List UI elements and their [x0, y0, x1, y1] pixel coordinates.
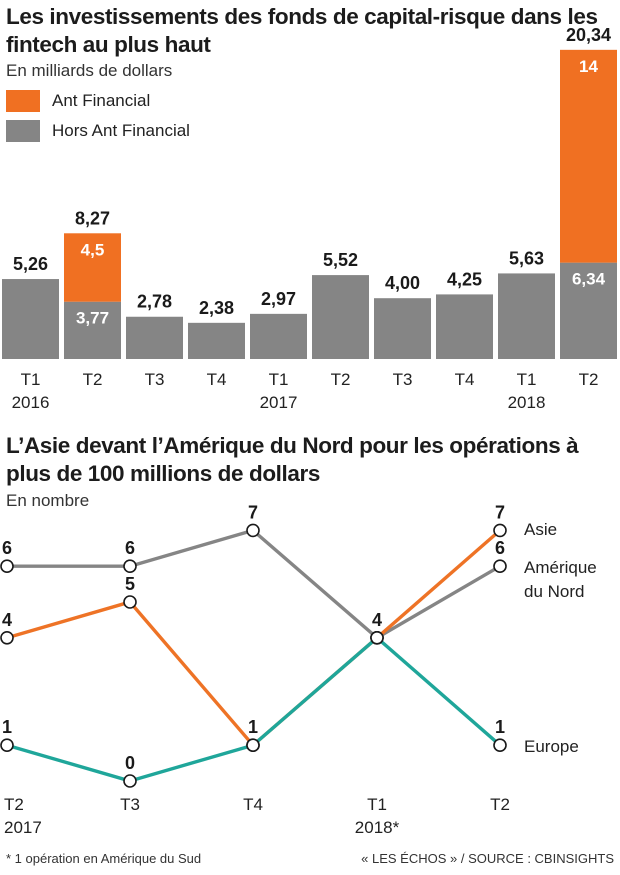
- point-amerique-du-nord-1: [123, 559, 137, 574]
- bar-hors-ant-8: [498, 273, 555, 359]
- series-label-amerique-du-nord-line2: du Nord: [524, 582, 584, 601]
- legend-swatch-hors-ant-financial: [6, 120, 40, 142]
- legend-item-ant-financial: Ant Financial: [6, 86, 190, 116]
- bar-hors-ant-1: [64, 301, 121, 359]
- legend-swatch-ant-financial: [6, 90, 40, 112]
- value-label-asie-2: 1: [248, 717, 258, 737]
- bar-x-tick-quarter-0: T1: [21, 370, 41, 389]
- bar-x-tick-year-8: 2018: [508, 393, 546, 412]
- bar-chart-subtitle: En milliards de dollars: [6, 61, 173, 80]
- bar-total-label-8: 5,63: [509, 248, 544, 268]
- value-label-europe-1: 0: [125, 753, 135, 773]
- line-x-tick-quarter-0: T2: [4, 795, 24, 814]
- point-europe-4: [493, 738, 507, 753]
- bar-x-tick-quarter-6: T3: [393, 370, 413, 389]
- legend-item-hors-ant-financial: Hors Ant Financial: [6, 116, 190, 146]
- line-x-tick-quarter-2: T4: [243, 795, 263, 814]
- legend-label-hors-ant-financial: Hors Ant Financial: [52, 121, 190, 140]
- value-label-amerique-du-nord-1: 6: [125, 538, 135, 558]
- point-europe-1: [123, 774, 137, 788]
- point-europe-0: [0, 738, 14, 753]
- bar-x-tick-quarter-5: T2: [331, 370, 351, 389]
- value-label-asie-3: 4: [372, 610, 382, 630]
- bar-chart-legend: Ant Financial Hors Ant Financial: [6, 86, 190, 146]
- bar-total-label-1: 8,27: [75, 208, 110, 228]
- bar-hors-ant-6: [374, 298, 431, 359]
- value-label-amerique-du-nord-0: 6: [2, 538, 12, 558]
- bar-x-tick-quarter-4: T1: [269, 370, 289, 389]
- bar-x-tick-quarter-9: T2: [579, 370, 599, 389]
- bar-total-label-6: 4,00: [385, 273, 420, 293]
- value-label-asie-1: 5: [125, 574, 135, 594]
- point-amerique-du-nord-2: [246, 523, 260, 538]
- footnote: * 1 opération en Amérique du Sud: [6, 851, 202, 866]
- bar-chart: 5,26 T1 2016 4,5 3,77 8,27 T2 2,78 T3 2,38 T4 2,97 T…: [2, 25, 617, 412]
- line-europe: [6, 636, 502, 783]
- bar-hors-ant-5: [312, 275, 369, 359]
- bar-hors-ant-7: [436, 294, 493, 359]
- bar-total-label-2: 2,78: [137, 292, 172, 312]
- bar-total-label-5: 5,52: [323, 250, 358, 270]
- bar-x-tick-quarter-1: T2: [83, 370, 103, 389]
- series-label-amerique-du-nord-line1: Amérique: [524, 558, 597, 577]
- value-label-asie-4: 7: [495, 502, 505, 522]
- point-asie-0: [0, 630, 14, 645]
- point-asie-1: [123, 595, 137, 609]
- bar-label-ant-1: 4,5: [81, 240, 105, 259]
- line-x-tick-year-3: 2018*: [355, 818, 400, 837]
- line-amerique-du-nord: [7, 528, 501, 640]
- bar-total-label-4: 2,97: [261, 289, 296, 309]
- line-x-tick-quarter-3: T1: [367, 795, 387, 814]
- bar-label-ant-9: 14: [579, 57, 598, 76]
- bar-x-tick-year-4: 2017: [260, 393, 298, 412]
- bar-x-tick-quarter-2: T3: [145, 370, 165, 389]
- line-chart: 4 5 1 4 7 6 6 7 6 1 0 1 Asie Amérique du Nord Europe T2 2…: [0, 502, 597, 837]
- series-label-asie: Asie: [524, 520, 557, 539]
- point-europe-2: [246, 738, 260, 753]
- bar-hors-ant-2: [126, 316, 183, 359]
- line-asie: [6, 529, 502, 747]
- point-europe-3: [370, 630, 384, 645]
- line-x-tick-quarter-1: T3: [120, 795, 140, 814]
- point-amerique-du-nord-4: [493, 559, 507, 574]
- value-label-amerique-du-nord-4: 6: [495, 538, 505, 558]
- line-chart-subtitle: En nombre: [6, 491, 90, 510]
- bar-x-tick-quarter-7: T4: [455, 370, 475, 389]
- bar-ant-1: [64, 233, 121, 302]
- value-label-asie-0: 4: [2, 610, 12, 630]
- bar-total-label-3: 2,38: [199, 298, 234, 318]
- value-label-europe-4: 1: [495, 717, 505, 737]
- bar-x-tick-quarter-3: T4: [207, 370, 227, 389]
- bar-hors-ant-4: [250, 313, 307, 359]
- bar-label-hors-ant-1: 3,77: [76, 309, 109, 328]
- bar-hors-ant-9: [560, 262, 617, 359]
- bar-hors-ant-0: [2, 279, 59, 359]
- legend-label-ant-financial: Ant Financial: [52, 91, 151, 110]
- line-x-tick-quarter-4: T2: [490, 795, 510, 814]
- bar-total-label-7: 4,25: [447, 269, 482, 289]
- point-asie-4: [493, 523, 507, 538]
- line-x-tick-year-0: 2017: [4, 818, 42, 837]
- series-label-europe: Europe: [524, 737, 579, 756]
- bar-ant-9: [560, 49, 617, 263]
- value-label-europe-0: 1: [2, 717, 12, 737]
- bar-chart-title: Les investissements des fonds de capital…: [6, 4, 598, 57]
- bar-hors-ant-3: [188, 322, 245, 359]
- line-chart-title: L’Asie devant l’Amérique du Nord pour le…: [6, 433, 579, 486]
- bar-label-hors-ant-9: 6,34: [572, 270, 606, 289]
- bar-total-label-0: 5,26: [13, 254, 48, 274]
- value-label-amerique-du-nord-2: 7: [248, 502, 258, 522]
- point-amerique-du-nord-0: [0, 559, 14, 574]
- bar-x-tick-quarter-8: T1: [517, 370, 537, 389]
- source-credit: « LES ÉCHOS » / SOURCE : CBINSIGHTS: [361, 851, 614, 866]
- bar-x-tick-year-0: 2016: [12, 393, 50, 412]
- bar-total-label-9: 20,34: [566, 25, 611, 45]
